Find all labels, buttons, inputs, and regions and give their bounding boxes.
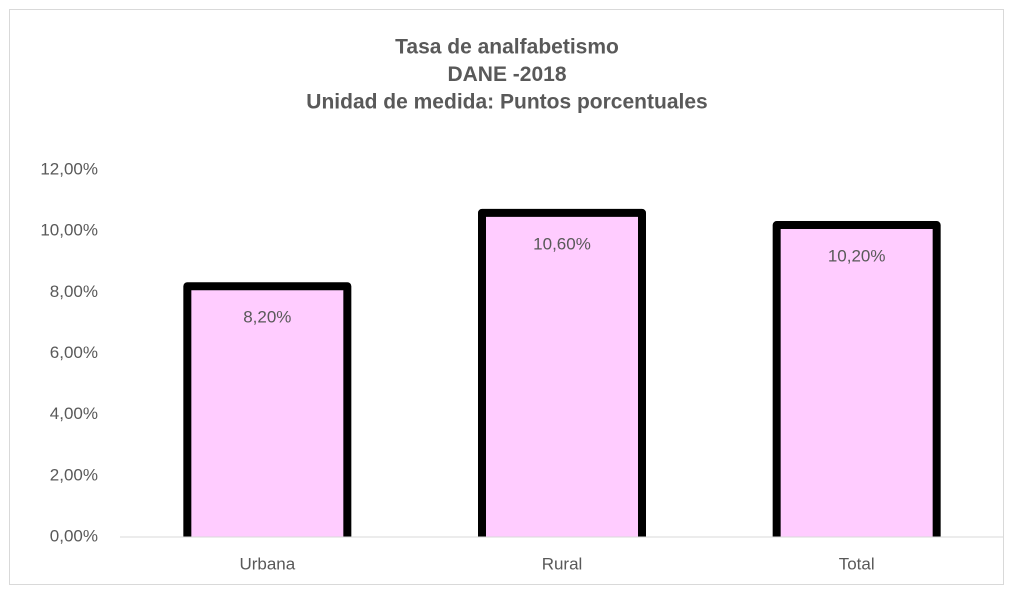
bar [478, 208, 646, 537]
chart-title: Tasa de analfabetismo [395, 36, 619, 59]
y-tick-label: 2,00% [50, 465, 98, 484]
y-tick-label: 12,00% [40, 159, 98, 178]
x-tick-label: Urbana [239, 554, 295, 573]
y-tick-label: 6,00% [50, 343, 98, 362]
x-tick-label: Total [839, 554, 875, 573]
data-label: 10,20% [828, 247, 886, 266]
x-tick-label: Rural [542, 554, 583, 573]
bar [772, 221, 941, 537]
y-tick-label: 4,00% [50, 404, 98, 423]
y-tick-label: 8,00% [50, 282, 98, 301]
y-tick-label: 0,00% [50, 526, 98, 545]
chart-title: Unidad de medida: Puntos porcentuales [306, 91, 707, 114]
bar [183, 282, 352, 537]
data-label: 8,20% [243, 308, 291, 327]
data-label: 10,60% [533, 234, 591, 253]
chart-title: DANE -2018 [447, 63, 566, 86]
y-tick-label: 10,00% [40, 221, 98, 240]
